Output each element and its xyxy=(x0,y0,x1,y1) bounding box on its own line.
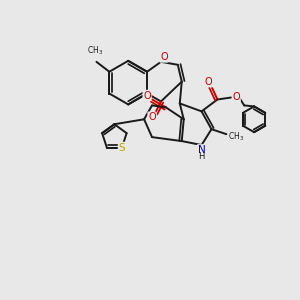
Text: O: O xyxy=(232,92,240,101)
Text: O: O xyxy=(160,52,168,62)
Text: O: O xyxy=(205,76,212,87)
Text: CH$_3$: CH$_3$ xyxy=(228,131,244,143)
Text: CH$_3$: CH$_3$ xyxy=(87,44,104,57)
Text: N: N xyxy=(198,145,206,155)
Text: O: O xyxy=(143,91,151,100)
Text: H: H xyxy=(198,152,205,161)
Text: O: O xyxy=(148,112,156,122)
Text: S: S xyxy=(118,142,125,152)
